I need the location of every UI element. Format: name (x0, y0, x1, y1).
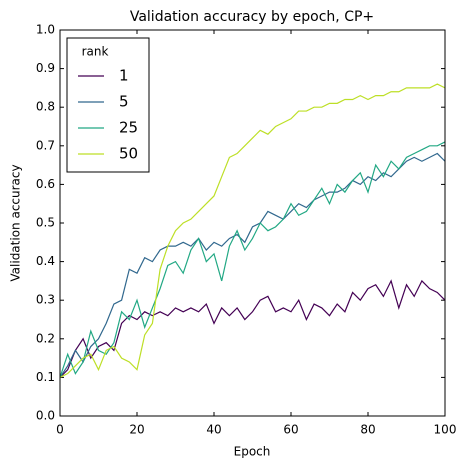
legend-title: rank (82, 45, 109, 59)
x-tick-label: 80 (360, 423, 375, 437)
legend-label: 25 (119, 119, 138, 137)
x-tick-label: 60 (283, 423, 298, 437)
series-line (59, 83, 446, 378)
y-tick-label: 0.9 (36, 61, 55, 75)
series-line (59, 152, 446, 378)
y-tick-label: 0.6 (36, 177, 55, 191)
x-tick-label: 100 (434, 423, 457, 437)
y-tick-label: 0.3 (36, 293, 55, 307)
x-tick-label: 40 (206, 423, 221, 437)
legend-label: 1 (119, 67, 129, 85)
chart-title: Validation accuracy by epoch, CP+ (130, 9, 374, 25)
y-tick-label: 0.2 (36, 331, 55, 345)
y-tick-label: 0.1 (36, 370, 55, 384)
x-tick-label: 0 (56, 423, 64, 437)
y-tick-label: 0.4 (36, 254, 55, 268)
x-axis-label: Epoch (234, 445, 271, 459)
plot-frame (59, 29, 446, 417)
y-tick-label: 0.5 (36, 216, 55, 230)
y-tick-label: 0.7 (36, 138, 55, 152)
y-tick-label: 1.0 (36, 23, 55, 37)
series-line (59, 279, 446, 378)
legend-label: 5 (119, 93, 129, 111)
y-axis-label: Validation accuracy (9, 164, 23, 281)
y-tick-label: 0.8 (36, 100, 55, 114)
x-tick-label: 20 (129, 423, 144, 437)
series-line (59, 141, 446, 378)
y-tick-label: 0.0 (36, 409, 55, 423)
legend-label: 50 (119, 145, 138, 163)
legend-box (66, 37, 150, 173)
